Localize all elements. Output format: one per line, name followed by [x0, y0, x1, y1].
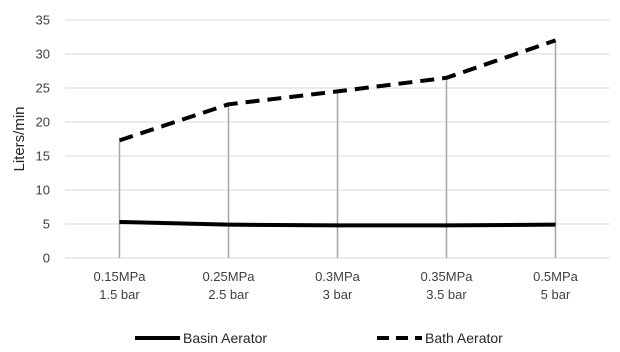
- y-tick-label: 20: [36, 115, 50, 130]
- y-tick-label: 25: [36, 81, 50, 96]
- y-tick-label: 35: [36, 13, 50, 28]
- x-tick-label: 0.3MPa 3 bar: [315, 269, 361, 302]
- legend-label: Bath Aerator: [425, 330, 503, 346]
- x-axis-ticks: 0.15MPa 1.5 bar 0.25MPa 2.5 bar 0.3MPa 3 bar 0…: [93, 269, 578, 302]
- y-axis-ticks: 0 5 10 15 20 25 30 35: [36, 13, 50, 266]
- x-tick-label: 0.25MPa 2.5 bar: [202, 269, 255, 302]
- series-line-bath-aerator: [118, 38, 557, 143]
- y-tick-label: 10: [36, 183, 50, 198]
- y-axis-title: Liters/min: [11, 106, 28, 171]
- series-line-basin-aerator: [119, 219, 556, 228]
- y-tick-label: 0: [43, 251, 50, 266]
- x-tick-label: 0.35MPa 3.5 bar: [420, 269, 473, 302]
- y-tick-label: 30: [36, 47, 50, 62]
- legend: Basin Aerator Bath Aerator: [135, 330, 503, 346]
- x-tick-label: 0.15MPa 1.5 bar: [93, 269, 146, 302]
- legend-label: Basin Aerator: [183, 330, 267, 346]
- drop-lines: [118, 40, 557, 258]
- x-tick-label: 0.5MPa 5 bar: [533, 269, 579, 302]
- series-lines: [118, 38, 557, 228]
- y-tick-label: 15: [36, 149, 50, 164]
- y-tick-label: 5: [43, 217, 50, 232]
